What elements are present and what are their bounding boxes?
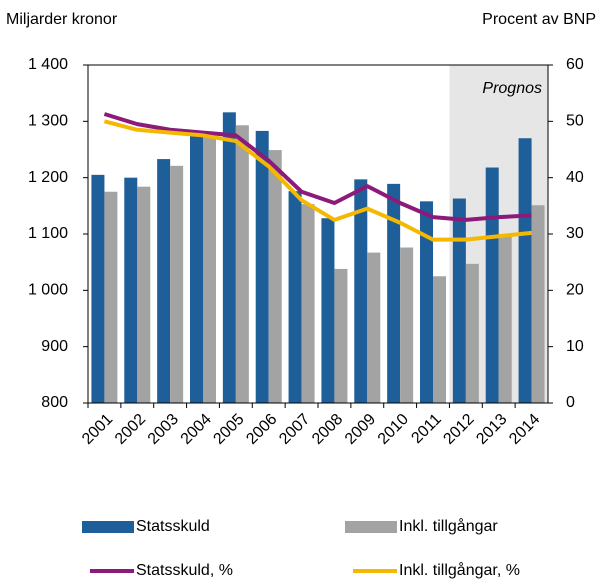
y-tick-label: 1 400	[28, 56, 68, 73]
bar	[170, 165, 184, 403]
y2-tick-label: 0	[566, 394, 575, 411]
bar	[157, 159, 171, 403]
y2-tick-label: 60	[566, 56, 584, 73]
bar	[420, 201, 433, 403]
y-tick-label: 1 200	[28, 169, 68, 186]
bar	[518, 138, 532, 403]
forecast-label: Prognos	[482, 80, 542, 97]
bar	[367, 252, 381, 403]
x-tick-label: 2003	[145, 411, 182, 448]
bar	[203, 137, 216, 403]
y2-tick-label: 30	[566, 225, 584, 242]
y-tick-label: 1 000	[28, 282, 68, 299]
x-tick-label: 2002	[112, 411, 149, 448]
y-axis-label: Miljarder kronor	[6, 11, 118, 28]
legend-label: Inkl. tillgångar, %	[399, 561, 520, 579]
bar	[334, 268, 348, 403]
y2-axis-label: Procent av BNP	[482, 11, 596, 28]
x-tick-label: 2012	[440, 411, 477, 448]
bar	[222, 112, 236, 403]
x-tick-label: 2006	[243, 411, 280, 448]
bar	[268, 150, 282, 403]
x-tick-label: 2011	[408, 411, 444, 447]
x-tick-label: 2009	[342, 411, 379, 448]
x-tick-label: 2001	[79, 411, 116, 448]
y2-tick-label: 50	[566, 113, 584, 130]
legend-label: Statsskuld	[136, 518, 210, 535]
bar	[301, 204, 315, 403]
bar	[452, 198, 466, 403]
bar	[400, 247, 414, 403]
legend-label: Inkl. tillgångar	[399, 517, 498, 535]
legend-swatch	[345, 521, 397, 533]
x-tick-label: 2005	[210, 411, 247, 448]
y-tick-label: 1 300	[28, 113, 68, 130]
y-tick-label: 900	[41, 338, 68, 355]
bar	[104, 191, 118, 403]
bar	[387, 183, 401, 403]
y-tick-label: 1 100	[28, 225, 68, 242]
legend-label: Statsskuld, %	[136, 562, 233, 579]
y2-tick-label: 40	[566, 169, 584, 186]
y2-tick-label: 20	[566, 282, 584, 299]
bar	[255, 130, 269, 403]
x-tick-label: 2004	[178, 411, 215, 448]
bar	[321, 218, 335, 403]
bar	[190, 133, 203, 403]
x-tick-label: 2013	[473, 411, 510, 448]
bar	[465, 263, 479, 403]
bar	[137, 186, 151, 403]
x-tick-label: 2014	[506, 411, 543, 448]
bar	[124, 177, 138, 403]
line	[103, 119, 532, 242]
x-tick-label: 2010	[375, 411, 412, 448]
bar	[485, 167, 499, 403]
bar	[288, 191, 302, 403]
y2-tick-label: 10	[566, 338, 584, 355]
bar	[91, 174, 105, 403]
bar	[354, 179, 368, 403]
x-tick-label: 2007	[276, 411, 313, 448]
legend-swatch	[82, 521, 134, 533]
bar	[235, 125, 249, 403]
y-tick-label: 800	[41, 394, 68, 411]
line	[103, 112, 532, 222]
bar	[498, 234, 512, 403]
bar	[531, 205, 545, 403]
x-tick-label: 2008	[309, 411, 346, 448]
bar	[433, 276, 446, 403]
